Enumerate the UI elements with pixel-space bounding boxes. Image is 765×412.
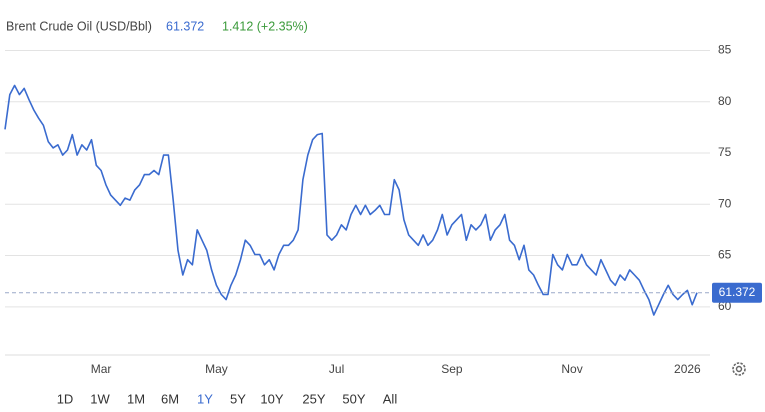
range-button[interactable]: 5Y (230, 391, 246, 406)
last-price-label: 61.372 (719, 285, 756, 299)
chart-title: Brent Crude Oil (USD/Bbl) (6, 19, 152, 33)
range-button[interactable]: 25Y (302, 391, 325, 406)
y-tick-label: 80 (718, 94, 732, 108)
x-tick-label: 2026 (674, 362, 701, 376)
y-tick-label: 75 (718, 145, 732, 159)
x-tick-label: Jul (329, 362, 344, 376)
range-button[interactable]: 50Y (342, 391, 365, 406)
range-button[interactable]: All (383, 391, 398, 406)
range-button[interactable]: 1M (127, 391, 145, 406)
y-tick-label: 70 (718, 196, 732, 210)
x-tick-label: Mar (91, 362, 112, 376)
settings-icon[interactable] (732, 362, 746, 376)
price-line (4, 84, 698, 316)
price-change: 1.412 (+2.35%) (222, 19, 308, 33)
range-button[interactable]: 6M (161, 391, 179, 406)
x-tick-label: May (205, 362, 228, 376)
y-tick-label: 65 (718, 248, 732, 262)
x-tick-label: Sep (441, 362, 463, 376)
range-button[interactable]: 1W (90, 391, 110, 406)
range-button[interactable]: 1D (57, 391, 74, 406)
last-price-badge (712, 282, 762, 303)
x-tick-label: Nov (561, 362, 582, 376)
price: 61.372 (166, 19, 204, 33)
range-button[interactable]: 1Y (197, 391, 213, 406)
y-tick-label: 85 (718, 43, 732, 57)
range-button[interactable]: 10Y (260, 391, 283, 406)
